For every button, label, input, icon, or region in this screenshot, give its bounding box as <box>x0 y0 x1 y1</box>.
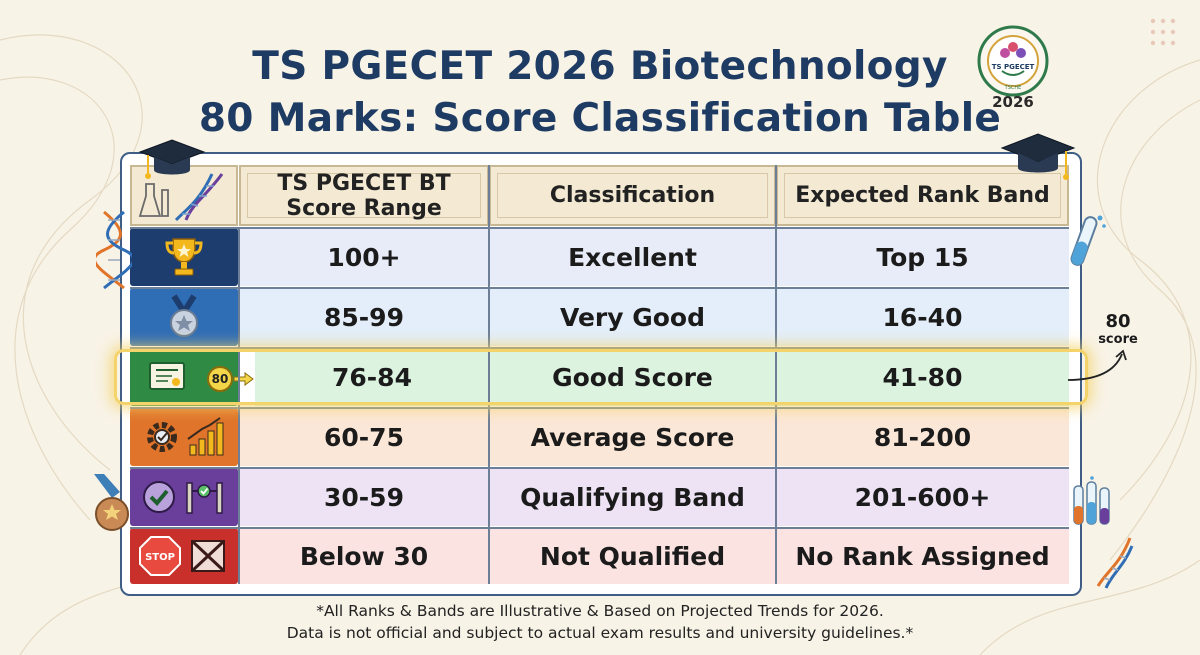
row-icon-average-score <box>130 408 238 466</box>
dot-grid-decoration <box>1150 18 1176 46</box>
row-divider-2 <box>130 287 1069 289</box>
row-rank-band-excellent: Top 15 <box>776 228 1069 286</box>
test-tube-icon <box>1070 215 1106 266</box>
row-rank-band-average-score: 81-200 <box>776 408 1069 466</box>
score-callout: 80 score <box>1088 311 1148 348</box>
dna-left-icon <box>96 210 132 290</box>
test-tubes-rack-icon <box>1073 476 1110 525</box>
graduation-cap-right-icon <box>1000 133 1076 180</box>
score-80-badge: 80 <box>207 366 233 392</box>
certificate-icon <box>149 362 185 390</box>
row-divider-1 <box>130 227 1069 229</box>
row-classification-qualifying-band: Qualifying Band <box>489 468 776 526</box>
column-divider-3 <box>775 165 777 584</box>
logo-bottom-text: TSCHE <box>1004 85 1022 91</box>
page-title-line-1: TS PGECET 2026 Biotechnology <box>252 44 948 89</box>
header-score-range: TS PGECET BT Score Range <box>239 165 489 226</box>
footnote-line-2: Data is not official and subject to actu… <box>286 624 914 642</box>
row-icon-excellent <box>130 228 238 286</box>
row-classification-very-good: Very Good <box>489 288 776 346</box>
curved-arrow-icon <box>1067 349 1127 381</box>
row-classification-excellent: Excellent <box>489 228 776 286</box>
trophy-icon <box>165 238 203 276</box>
row-classification-not-qualified: Not Qualified <box>489 528 776 584</box>
page-title-line-2: 80 Marks: Score Classification Table <box>198 96 1002 141</box>
medal-icon <box>170 294 198 337</box>
row-score-range-not-qualified: Below 30 <box>239 528 489 584</box>
row-score-range-qualifying-band: 30-59 <box>239 468 489 526</box>
medal-ribbon-left-icon <box>94 474 129 531</box>
check-barrier-icon <box>143 481 223 514</box>
row-rank-band-good-score: 41-80 <box>776 348 1069 406</box>
row-icon-qualifying-band <box>130 468 238 526</box>
row-score-range-average-score: 60-75 <box>239 408 489 466</box>
stop-sign-text: STOP <box>145 552 175 563</box>
row-icon-not-qualified: STOP <box>130 528 238 584</box>
row-score-range-excellent: 100+ <box>239 228 489 286</box>
tsche-logo-seal: TS PGECET TSCHE <box>977 25 1049 97</box>
header-rank-band: Expected Rank Band <box>776 165 1069 226</box>
row-divider-5 <box>130 467 1069 469</box>
dna-right-icon <box>1096 537 1134 589</box>
row-rank-band-not-qualified: No Rank Assigned <box>776 528 1069 584</box>
row-divider-4 <box>130 407 1069 409</box>
column-divider-1 <box>238 228 240 584</box>
stop-sign-icon: STOP <box>139 536 226 576</box>
header-classification: Classification <box>489 165 776 226</box>
score-callout-word: score <box>1098 332 1138 347</box>
row-score-range-very-good: 85-99 <box>239 288 489 346</box>
row-rank-band-qualifying-band: 201-600+ <box>776 468 1069 526</box>
row-classification-average-score: Average Score <box>489 408 776 466</box>
row-divider-6 <box>130 527 1069 529</box>
dna-flask-icon <box>138 172 224 221</box>
row-classification-good-score: Good Score <box>489 348 776 406</box>
footnote-line-1: *All Ranks & Bands are Illustrative & Ba… <box>316 602 884 620</box>
graduation-cap-left-icon <box>138 139 206 179</box>
arrow-right-icon <box>233 372 254 386</box>
row-icon-very-good <box>130 288 238 346</box>
logo-year: 2026 <box>992 93 1034 111</box>
logo-center-text: TS PGECET <box>992 63 1035 71</box>
column-divider-2 <box>488 165 490 584</box>
gear-chart-icon <box>147 417 224 456</box>
score-callout-number: 80 <box>1105 311 1131 332</box>
row-score-range-good-score: 76-84 <box>255 348 489 406</box>
row-rank-band-very-good: 16-40 <box>776 288 1069 346</box>
row-divider-3 <box>130 347 1069 349</box>
